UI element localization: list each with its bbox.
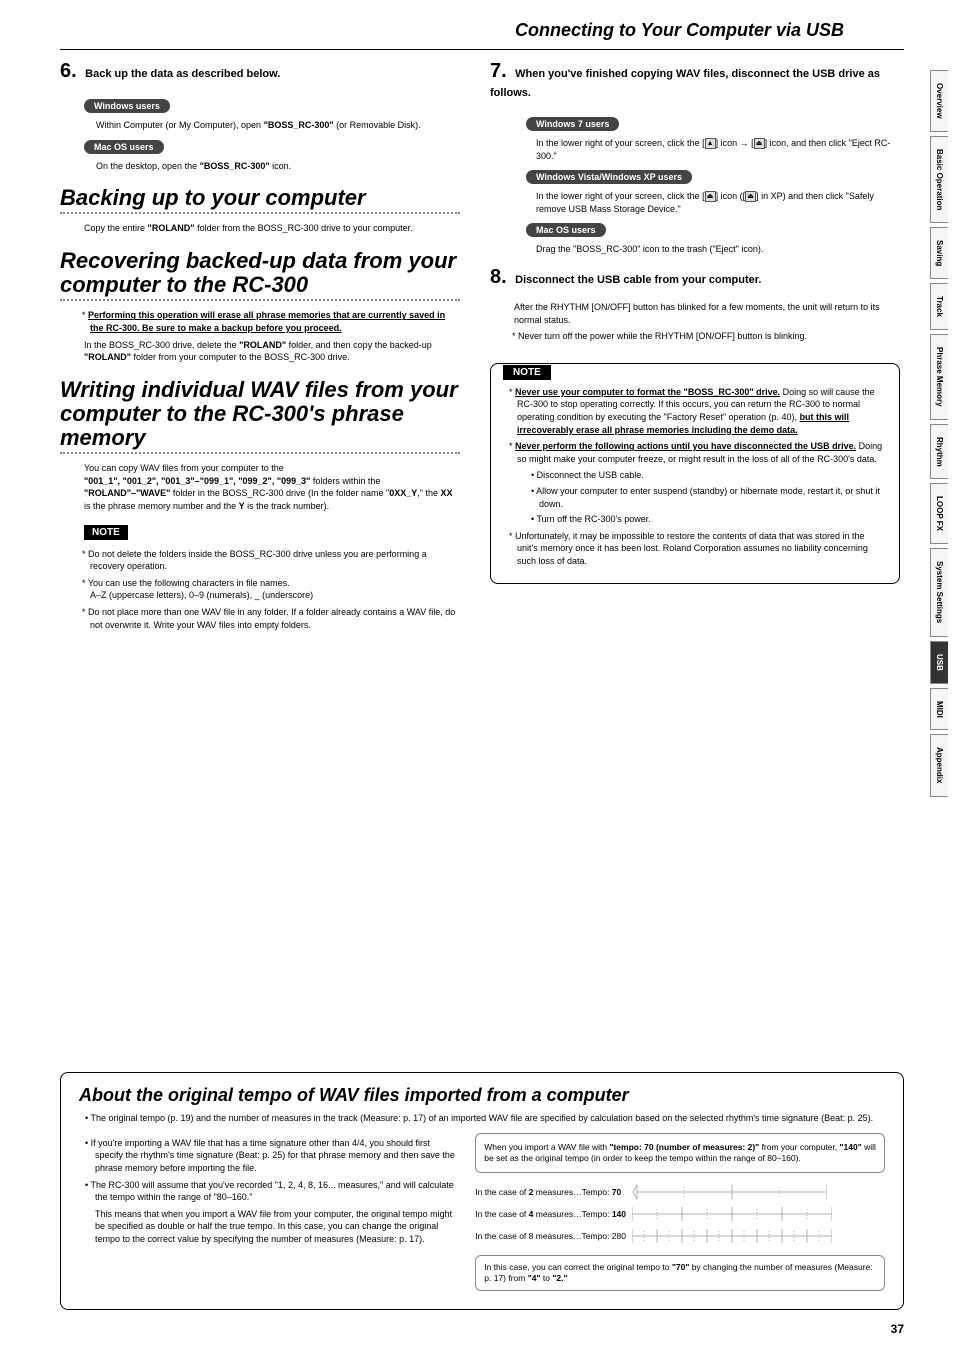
diagram-8-measures <box>632 1227 832 1245</box>
tab-appendix[interactable]: Appendix <box>930 734 948 796</box>
tab-loop-fx[interactable]: LOOP FX <box>930 483 948 544</box>
tab-saving[interactable]: Saving <box>930 227 948 279</box>
left-column: 6. Back up the data as described below. … <box>60 60 480 635</box>
note-label-left: NOTE <box>84 525 128 540</box>
tempo-import-note: When you import a WAV file with "tempo: … <box>475 1133 885 1173</box>
backup-text: Copy the entire "ROLAND" folder from the… <box>84 222 460 235</box>
step8-after: After the RHYTHM [ON/OFF] button has bli… <box>514 301 900 326</box>
usb-icon-xp: ⏏ <box>745 191 756 202</box>
tempo-4-row: In the case of 4 measures…Tempo: 140 <box>475 1203 885 1225</box>
note-box-label: NOTE <box>503 365 551 380</box>
step-8-num: 8. <box>490 266 507 289</box>
step-7-num: 7. <box>490 60 507 83</box>
tab-basic-operation[interactable]: Basic Operation <box>930 136 948 223</box>
step8-star: Never turn off the power while the RHYTH… <box>520 330 900 343</box>
step-6-num: 6. <box>60 60 77 83</box>
step-6-text: Back up the data as described below. <box>85 68 280 80</box>
windows-open-text: Within Computer (or My Computer), open "… <box>96 119 460 132</box>
dots-1 <box>60 212 460 214</box>
box-bullet-1: • Disconnect the USB cable. <box>539 469 887 482</box>
step-7-text: When you've finished copying WAV files, … <box>490 68 880 99</box>
pill-mac-right: Mac OS users <box>526 223 606 237</box>
tab-midi[interactable]: MIDI <box>930 688 948 731</box>
box-bullet-2: • Allow your computer to enter suspend (… <box>539 485 887 510</box>
bottom-left-b1: • If you're importing a WAV file that ha… <box>95 1137 457 1175</box>
tempo-2-row: In the case of 2 measures…Tempo: 70 <box>475 1181 885 1203</box>
tempo-8-row: In the case of 8 measures…Tempo: 280 <box>475 1225 885 1247</box>
step-7: 7. When you've finished copying WAV file… <box>490 60 900 101</box>
pill-windows-users: Windows users <box>84 99 170 113</box>
step-8: 8. Disconnect the USB cable from your co… <box>490 266 900 289</box>
left-note-3: Do not place more than one WAV file in a… <box>90 606 460 631</box>
diagram-4-measures <box>632 1205 832 1223</box>
win7-text: In the lower right of your screen, click… <box>536 137 900 162</box>
usb-icon-vista: ⏏ <box>705 191 716 202</box>
tab-usb[interactable]: USB <box>930 641 948 684</box>
pill-win7: Windows 7 users <box>526 117 619 131</box>
bottom-columns: • If you're importing a WAV file that ha… <box>79 1133 885 1291</box>
bottom-intro: • The original tempo (p. 19) and the num… <box>95 1112 885 1125</box>
page-number: 37 <box>891 1322 904 1336</box>
box-star-3: Unfortunately, it may be impossible to r… <box>517 530 887 568</box>
left-note-1: Do not delete the folders inside the BOS… <box>90 548 460 573</box>
step-6: 6. Back up the data as described below. <box>60 60 460 83</box>
usb-eject-icon: ⏏ <box>754 138 765 149</box>
pill-mac-users: Mac OS users <box>84 140 164 154</box>
box-star-1: Never use your computer to format the "B… <box>517 386 887 436</box>
right-column: 7. When you've finished copying WAV file… <box>480 60 900 635</box>
left-note-2: You can use the following characters in … <box>90 577 460 602</box>
recover-warning: Performing this operation will erase all… <box>90 309 460 334</box>
bottom-left: • If you're importing a WAV file that ha… <box>79 1133 457 1291</box>
note-box: NOTE Never use your computer to format t… <box>490 363 900 585</box>
bottom-box: About the original tempo of WAV files im… <box>60 1072 904 1310</box>
tray-up-icon: ▲ <box>705 138 716 149</box>
bottom-section: About the original tempo of WAV files im… <box>60 1072 904 1310</box>
recover-title: Recovering backed-up data from your comp… <box>60 249 460 297</box>
bottom-title: About the original tempo of WAV files im… <box>79 1085 885 1106</box>
tab-track[interactable]: Track <box>930 283 948 330</box>
recover-text: In the BOSS_RC-300 drive, delete the "RO… <box>84 339 460 364</box>
page-header-title: Connecting to Your Computer via USB <box>60 0 904 50</box>
tab-system-settings[interactable]: System Settings <box>930 548 948 636</box>
tempo-correct-note: In this case, you can correct the origin… <box>475 1255 885 1291</box>
dots-3 <box>60 452 460 454</box>
box-bullet-3: • Turn off the RC-300's power. <box>539 513 887 526</box>
wav-title: Writing individual WAV files from your c… <box>60 378 460 451</box>
mac-eject-text: Drag the "BOSS_RC-300" icon to the trash… <box>536 243 900 256</box>
bottom-right: When you import a WAV file with "tempo: … <box>475 1133 885 1291</box>
dots-2 <box>60 299 460 301</box>
vista-text: In the lower right of your screen, click… <box>536 190 900 215</box>
tab-phrase-memory[interactable]: Phrase Memory <box>930 334 948 420</box>
step-8-text: Disconnect the USB cable from your compu… <box>515 274 761 286</box>
diagram-2-measures <box>627 1183 827 1201</box>
mac-open-text: On the desktop, open the "BOSS_RC-300" i… <box>96 160 460 173</box>
main-content: 6. Back up the data as described below. … <box>0 50 954 635</box>
box-star-2: Never perform the following actions unti… <box>517 440 887 465</box>
wav-text: You can copy WAV files from your compute… <box>84 462 460 512</box>
pill-vista: Windows Vista/Windows XP users <box>526 170 692 184</box>
bottom-left-b2: • The RC-300 will assume that you've rec… <box>95 1179 457 1246</box>
tab-rhythm[interactable]: Rhythm <box>930 424 948 480</box>
backup-title: Backing up to your computer <box>60 186 460 210</box>
tab-overview[interactable]: Overview <box>930 70 948 132</box>
side-tabs: Overview Basic Operation Saving Track Ph… <box>930 70 954 801</box>
